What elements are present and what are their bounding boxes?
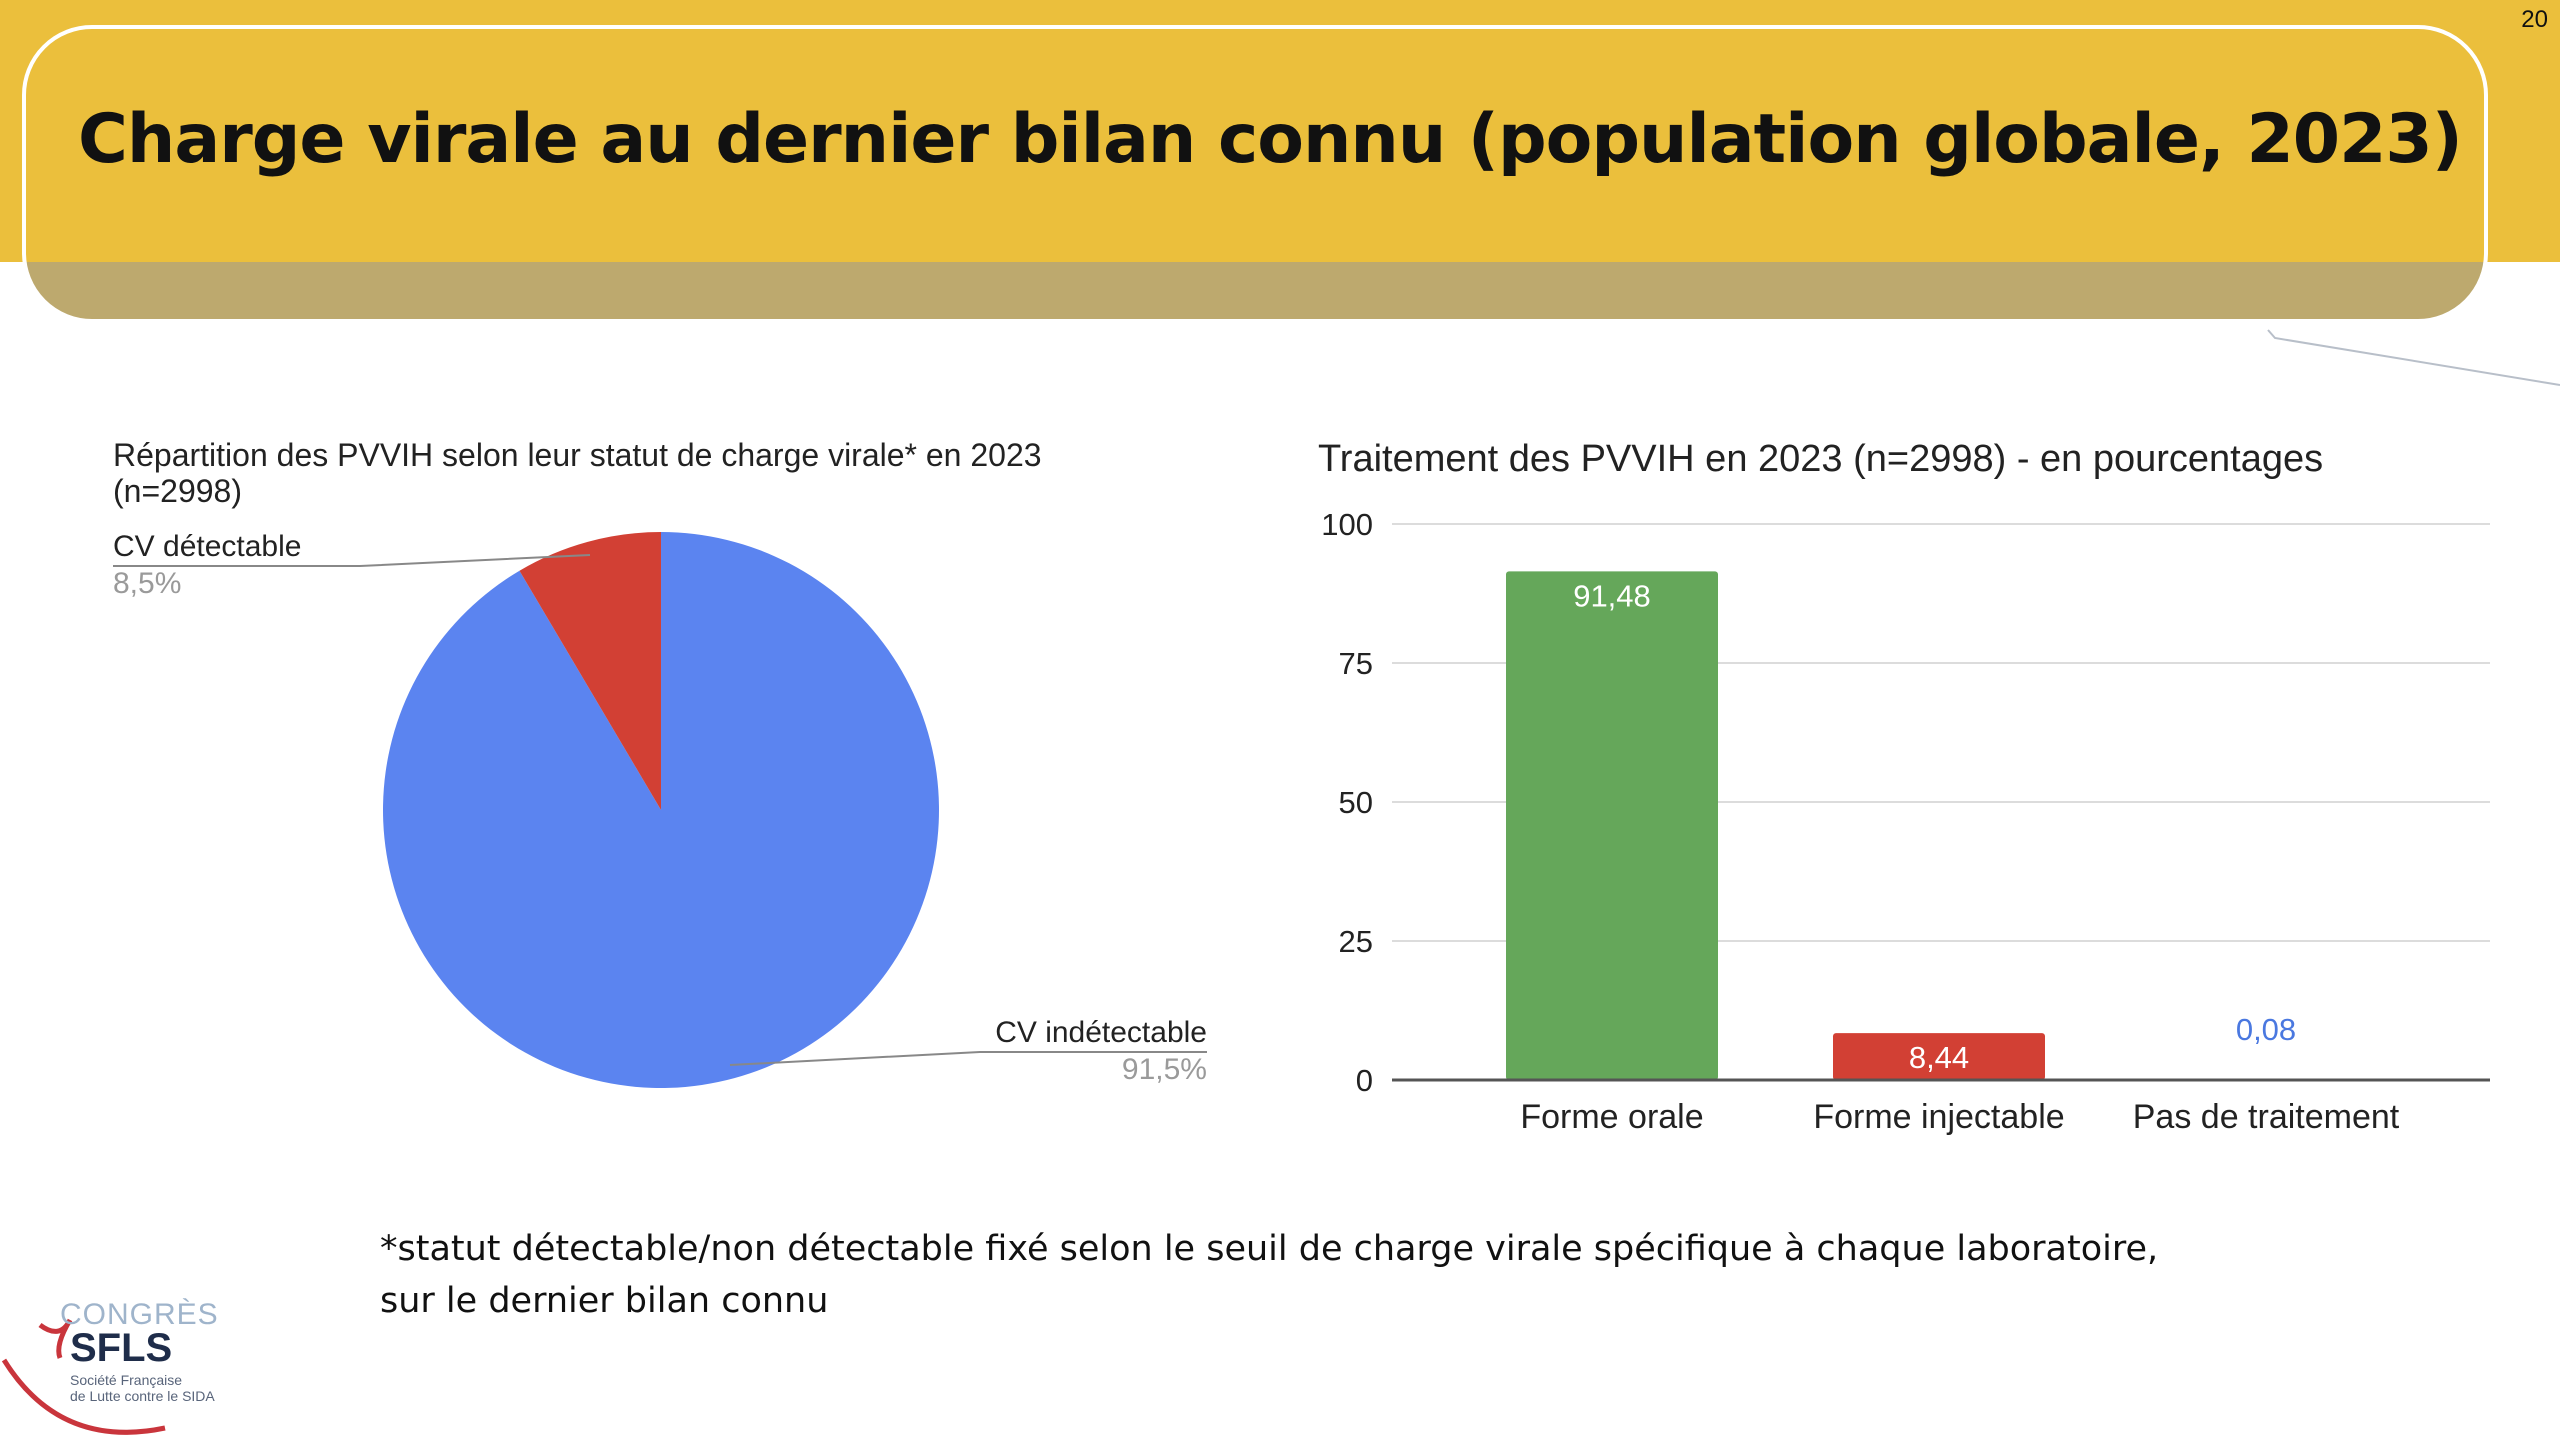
bar-value-label: 0,08: [2236, 1012, 2296, 1047]
bar: [1506, 571, 1718, 1080]
slide-title: Charge virale au dernier bilan connu (po…: [78, 100, 2463, 179]
pie-title-line2: (n=2998): [113, 473, 242, 509]
bar: [1833, 1033, 2045, 1080]
x-category-label: Pas de traitement: [2133, 1098, 2400, 1136]
pie-value-undetectable: 91,5%: [1121, 1053, 1207, 1086]
bar-value-label: 8,44: [1909, 1040, 1969, 1075]
pie-label-detectable: CV détectable: [113, 530, 302, 563]
sfls-logo: CONGRÈS SFLS Société Française de Lutte …: [0, 1290, 230, 1440]
footnote-line2: sur le dernier bilan connu: [380, 1281, 829, 1321]
x-category-label: Forme orale: [1520, 1098, 1703, 1136]
footnote: *statut détectable/non détectable fixé s…: [380, 1223, 2158, 1327]
pie-label-undetectable: CV indétectable: [995, 1016, 1207, 1049]
page-number: 20: [2521, 6, 2548, 33]
bar-title: Traitement des PVVIH en 2023 (n=2998) - …: [1318, 438, 2324, 480]
x-category-label: Forme injectable: [1813, 1098, 2064, 1136]
header-box: [22, 25, 2488, 323]
pie-value-detectable: 8,5%: [113, 567, 182, 600]
y-tick-label: 25: [1339, 924, 1373, 959]
logo-text-sfls: SFLS: [70, 1326, 173, 1370]
pie-leader-undetectable: [729, 1051, 1207, 1066]
pie-title: Répartition des PVVIH selon leur statut …: [113, 437, 1042, 509]
pie-title-line1: Répartition des PVVIH selon leur statut …: [113, 437, 1042, 473]
y-tick-label: 0: [1356, 1063, 1373, 1098]
pie-leader-detectable: [113, 554, 591, 567]
logo-text-line3: Société Française: [70, 1372, 183, 1388]
logo-swoosh: [1, 1318, 166, 1435]
pie-slice-detectable: [519, 532, 661, 810]
logo-text-line4: de Lutte contre le SIDA: [70, 1388, 215, 1404]
y-tick-label: 75: [1339, 646, 1373, 681]
bar-value-label: 91,48: [1573, 578, 1651, 613]
logo-text-congres: CONGRÈS: [60, 1298, 219, 1331]
footnote-line1: *statut détectable/non détectable fixé s…: [380, 1229, 2159, 1269]
y-tick-label: 100: [1321, 507, 1373, 542]
pie-slice-undetectable: [383, 532, 940, 1089]
y-tick-label: 50: [1339, 785, 1373, 820]
